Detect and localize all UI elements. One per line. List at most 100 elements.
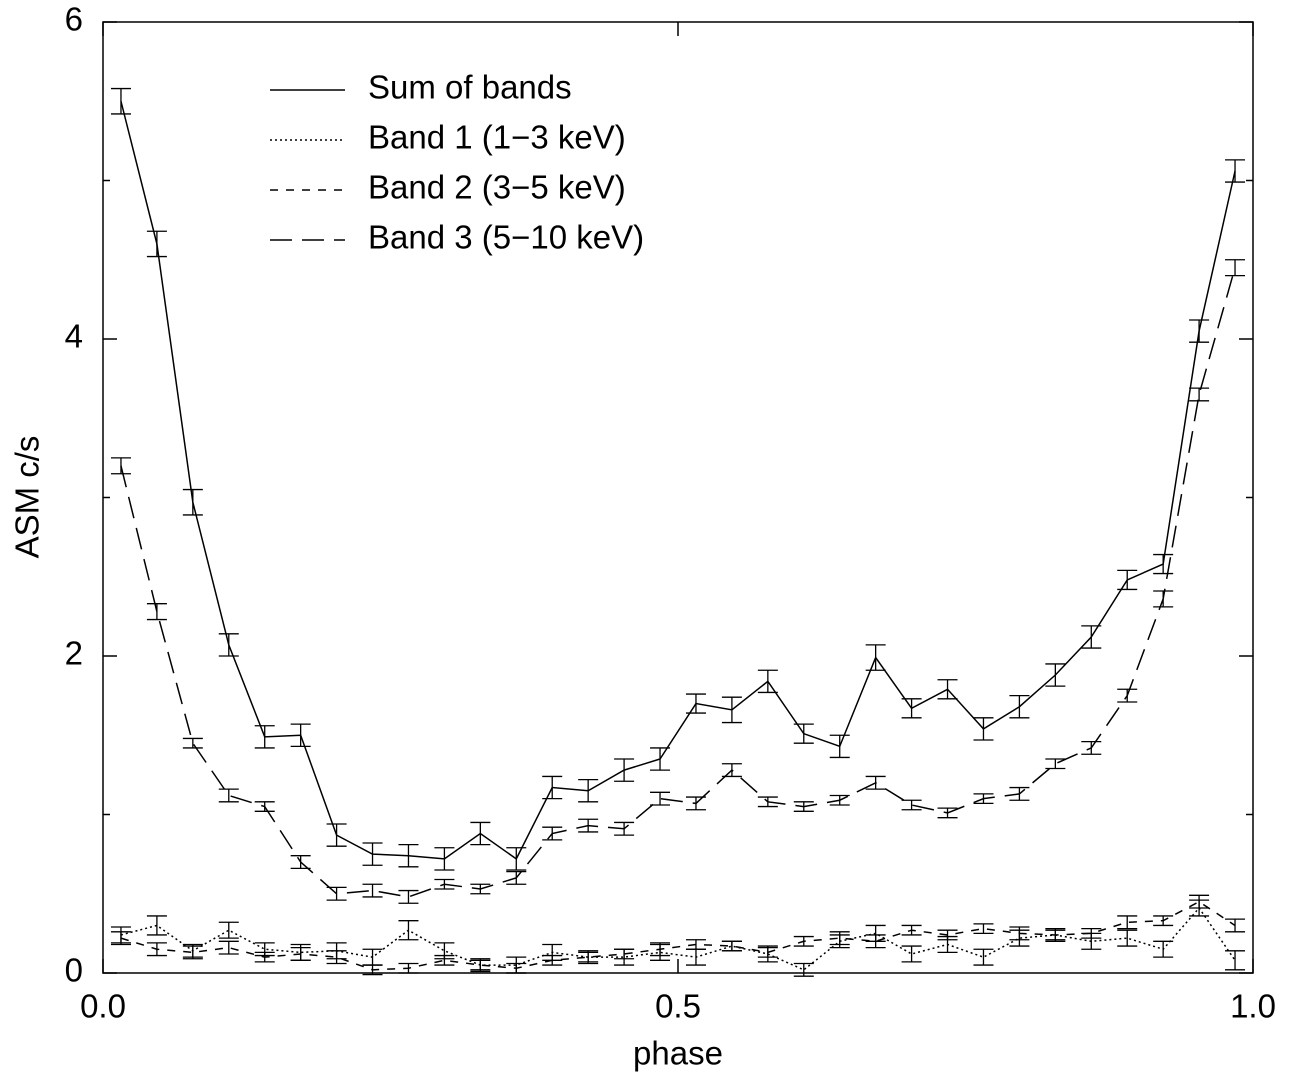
error-bar	[973, 793, 994, 805]
y-tick-label: 6	[65, 1, 83, 38]
error-bar	[1189, 894, 1210, 909]
error-bar	[434, 847, 455, 871]
error-bar	[685, 939, 706, 950]
error-bar	[937, 807, 958, 819]
legend-label: Band 2 (3−5 keV)	[368, 169, 626, 206]
y-axis-label: ASM c/s	[9, 436, 46, 559]
error-bar	[254, 951, 275, 963]
error-bar	[793, 801, 814, 812]
error-bar	[542, 826, 563, 841]
error-bar	[650, 791, 671, 806]
error-bar	[901, 698, 922, 719]
error-bar	[721, 763, 742, 778]
legend-label: Band 3 (5−10 keV)	[368, 219, 644, 256]
error-bar	[470, 959, 491, 971]
error-bar	[1009, 926, 1030, 941]
error-bar	[1225, 259, 1246, 277]
error-bar	[1189, 319, 1210, 343]
error-bar	[578, 951, 599, 963]
error-bar	[1117, 915, 1138, 930]
series-line	[120, 900, 1236, 971]
error-bar	[1009, 694, 1030, 719]
error-bar	[1225, 159, 1246, 183]
error-bar	[290, 946, 311, 961]
error-bar	[793, 962, 814, 977]
error-bar	[865, 644, 886, 671]
error-bar	[218, 633, 239, 657]
error-bar	[506, 870, 527, 885]
error-bar	[1189, 387, 1210, 402]
error-bar	[362, 964, 383, 976]
error-bar	[901, 799, 922, 811]
series-line	[120, 267, 1236, 898]
error-bar	[901, 945, 922, 963]
error-bar	[182, 737, 203, 749]
error-bar	[685, 948, 706, 966]
error-bar	[901, 924, 922, 936]
error-bar	[1081, 927, 1102, 939]
y-tick-label: 2	[65, 635, 83, 672]
error-bar	[398, 962, 419, 974]
error-bar	[685, 796, 706, 811]
error-bar	[218, 940, 239, 955]
error-bar	[1045, 758, 1066, 770]
error-bar	[542, 954, 563, 966]
error-bar	[218, 921, 239, 939]
plot-frame	[102, 21, 1254, 974]
error-bar	[506, 962, 527, 974]
error-bar	[218, 788, 239, 803]
error-bar	[362, 842, 383, 866]
error-bar	[398, 843, 419, 868]
error-bar	[1153, 590, 1174, 608]
error-bar	[1117, 688, 1138, 703]
error-bar	[182, 945, 203, 960]
legend-label: Band 1 (1−3 keV)	[368, 119, 626, 156]
error-bar	[973, 717, 994, 741]
error-bar	[470, 821, 491, 846]
error-bar	[110, 457, 131, 475]
error-bar	[470, 883, 491, 895]
error-bar	[1045, 663, 1066, 687]
error-bar	[578, 818, 599, 833]
series-line	[120, 101, 1236, 860]
error-bar	[829, 734, 850, 759]
series-line	[120, 906, 1236, 971]
error-bar	[865, 775, 886, 790]
error-bar	[973, 923, 994, 935]
error-bar	[398, 920, 419, 941]
error-bar	[110, 931, 131, 946]
error-bar	[290, 723, 311, 747]
error-bar	[937, 679, 958, 700]
error-bar	[721, 696, 742, 724]
error-bar	[829, 794, 850, 806]
error-bar	[1045, 929, 1066, 941]
y-tick-label: 0	[65, 952, 83, 989]
error-bar	[434, 878, 455, 890]
error-bar	[146, 230, 167, 258]
error-bar	[362, 883, 383, 898]
error-bar	[1009, 786, 1030, 801]
error-bar	[110, 87, 131, 115]
error-bar	[182, 488, 203, 516]
error-bar	[829, 931, 850, 946]
error-bar	[1081, 740, 1102, 755]
error-bar	[1225, 918, 1246, 933]
error-bar	[973, 948, 994, 966]
error-bar	[650, 942, 671, 957]
error-bar	[757, 946, 778, 958]
error-bar	[865, 934, 886, 949]
error-bar	[542, 775, 563, 800]
error-bar	[721, 940, 742, 952]
error-bar	[1153, 915, 1174, 927]
x-axis-label: phase	[633, 1035, 723, 1072]
error-bar	[1117, 569, 1138, 591]
error-bar	[1225, 950, 1246, 971]
error-bar	[290, 855, 311, 870]
error-bar	[1081, 625, 1102, 649]
error-bar	[506, 847, 527, 871]
x-tick-label: 1.0	[1230, 988, 1276, 1025]
error-bar	[1153, 553, 1174, 575]
error-bar	[793, 723, 814, 744]
error-bar	[254, 725, 275, 749]
